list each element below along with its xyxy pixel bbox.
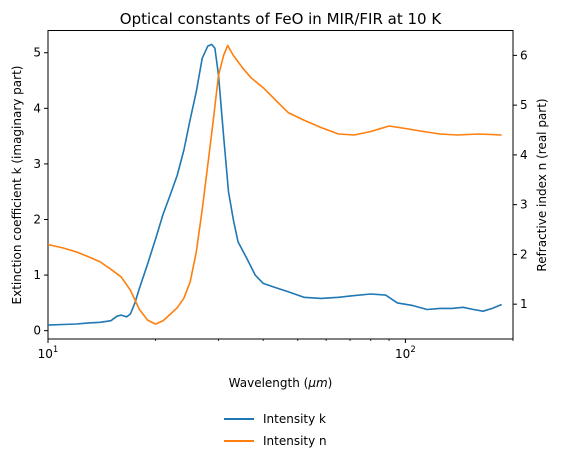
left-y-axis-label: Extinction coefficient k (imaginary part… (10, 66, 24, 305)
right-y-axis-label: Refractive index n (real part) (535, 98, 549, 271)
plot-area (47, 30, 514, 340)
series-line-n (47, 44, 502, 325)
right-y-tick-label: 3 (520, 198, 528, 212)
right-y-tick-label: 5 (520, 98, 528, 112)
left-y-tick-label: 0 (33, 324, 41, 338)
plot-frame (47, 30, 514, 340)
legend-label-n: Intensity n (263, 434, 327, 448)
left-y-tick-label: 1 (33, 268, 41, 282)
right-y-tick-label: 4 (520, 148, 528, 162)
x-axis-ticks: 101 102 (38, 339, 514, 361)
left-y-tick-label: 2 (33, 212, 41, 226)
left-y-axis-ticks: 0 1 2 3 4 5 (33, 46, 48, 338)
right-y-tick-label: 2 (520, 247, 528, 261)
left-y-tick-label: 3 (33, 157, 41, 171)
legend: Intensity k Intensity n (224, 412, 327, 448)
series-layer (47, 43, 503, 326)
x-tick-label: 101 (38, 345, 59, 361)
x-axis-label: Wavelength (μm) (229, 376, 333, 390)
x-tick-label: 102 (395, 345, 416, 361)
left-y-tick-label: 5 (33, 46, 41, 60)
right-y-tick-label: 1 (520, 297, 528, 311)
legend-label-k: Intensity k (263, 412, 326, 426)
right-y-axis-ticks: 1 2 3 4 5 6 (513, 48, 528, 311)
chart-title: Optical constants of FeO in MIR/FIR at 1… (120, 10, 443, 28)
right-y-tick-label: 6 (520, 48, 528, 62)
series-line-k (47, 43, 503, 326)
left-y-tick-label: 4 (33, 101, 41, 115)
